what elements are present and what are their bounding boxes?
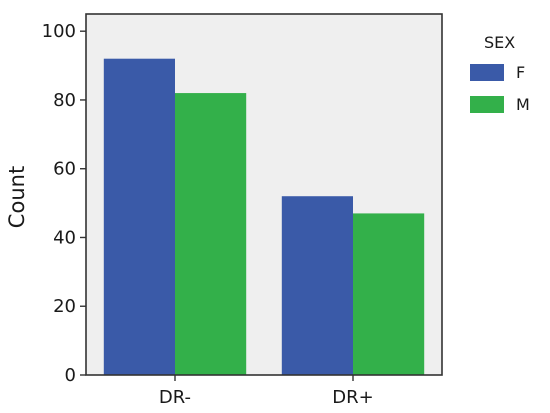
y-tick-label: 80	[53, 90, 76, 111]
legend-label-M: M	[516, 95, 530, 114]
y-axis: 0 20 40 60 80 100	[42, 21, 86, 386]
y-tick-label: 60	[53, 159, 76, 180]
bars-layer	[103, 58, 425, 376]
x-tick-label: DR-	[159, 387, 191, 408]
y-tick-label: 20	[53, 296, 76, 317]
plot-frame	[85, 13, 443, 376]
bar-M-DR-	[175, 93, 247, 376]
x-tick-label: DR+	[332, 387, 373, 408]
legend-title: SEX	[484, 33, 515, 52]
bar-F-DR+	[281, 196, 353, 375]
legend: SEX FM	[470, 33, 530, 114]
y-axis-label: Count	[5, 166, 29, 228]
bar-F-DR-	[103, 58, 175, 375]
legend-items: FM	[470, 63, 530, 114]
y-tick-label: 100	[42, 21, 76, 42]
legend-swatch-F	[470, 64, 504, 81]
y-tick-label: 40	[53, 227, 76, 248]
bar-M-DR+	[353, 213, 425, 375]
x-axis: DR- DR+	[159, 375, 374, 408]
y-tick-label: 0	[65, 365, 76, 386]
legend-swatch-M	[470, 96, 504, 113]
legend-label-F: F	[516, 63, 525, 82]
